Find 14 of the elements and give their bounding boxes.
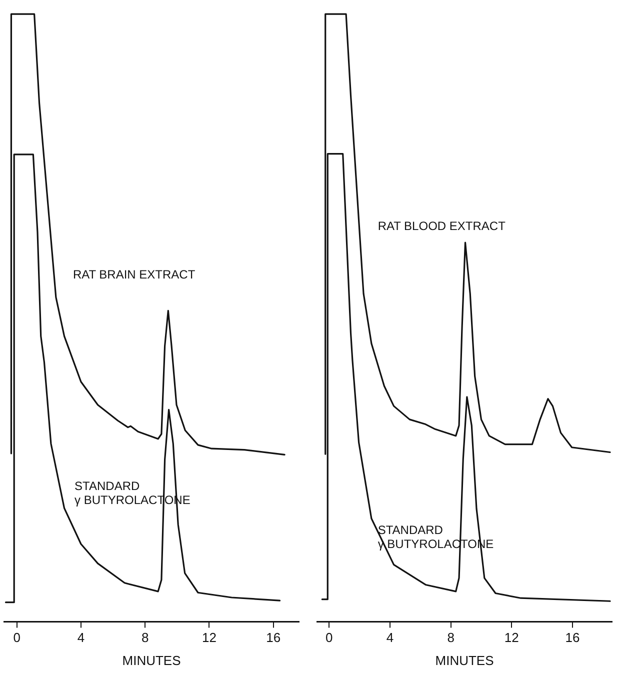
x-tick-label: 4 [386,630,394,646]
x-tick-label: 12 [504,630,519,646]
x-tick-label: 8 [447,630,454,646]
x-axis-title: MINUTES [435,652,494,668]
series-label: RAT BLOOD EXTRACT [378,219,506,234]
x-axis-title: MINUTES [122,652,182,668]
x-tick-label: 0 [13,630,20,646]
x-tick-label: 12 [202,630,216,646]
x-tick-label: 8 [141,630,149,646]
series-label: RAT BRAIN EXTRACT [72,268,196,282]
x-tick-label: 16 [266,630,281,646]
x-tick-label: 0 [326,630,333,646]
x-tick-label: 4 [77,630,85,646]
x-tick-label: 16 [565,630,580,646]
